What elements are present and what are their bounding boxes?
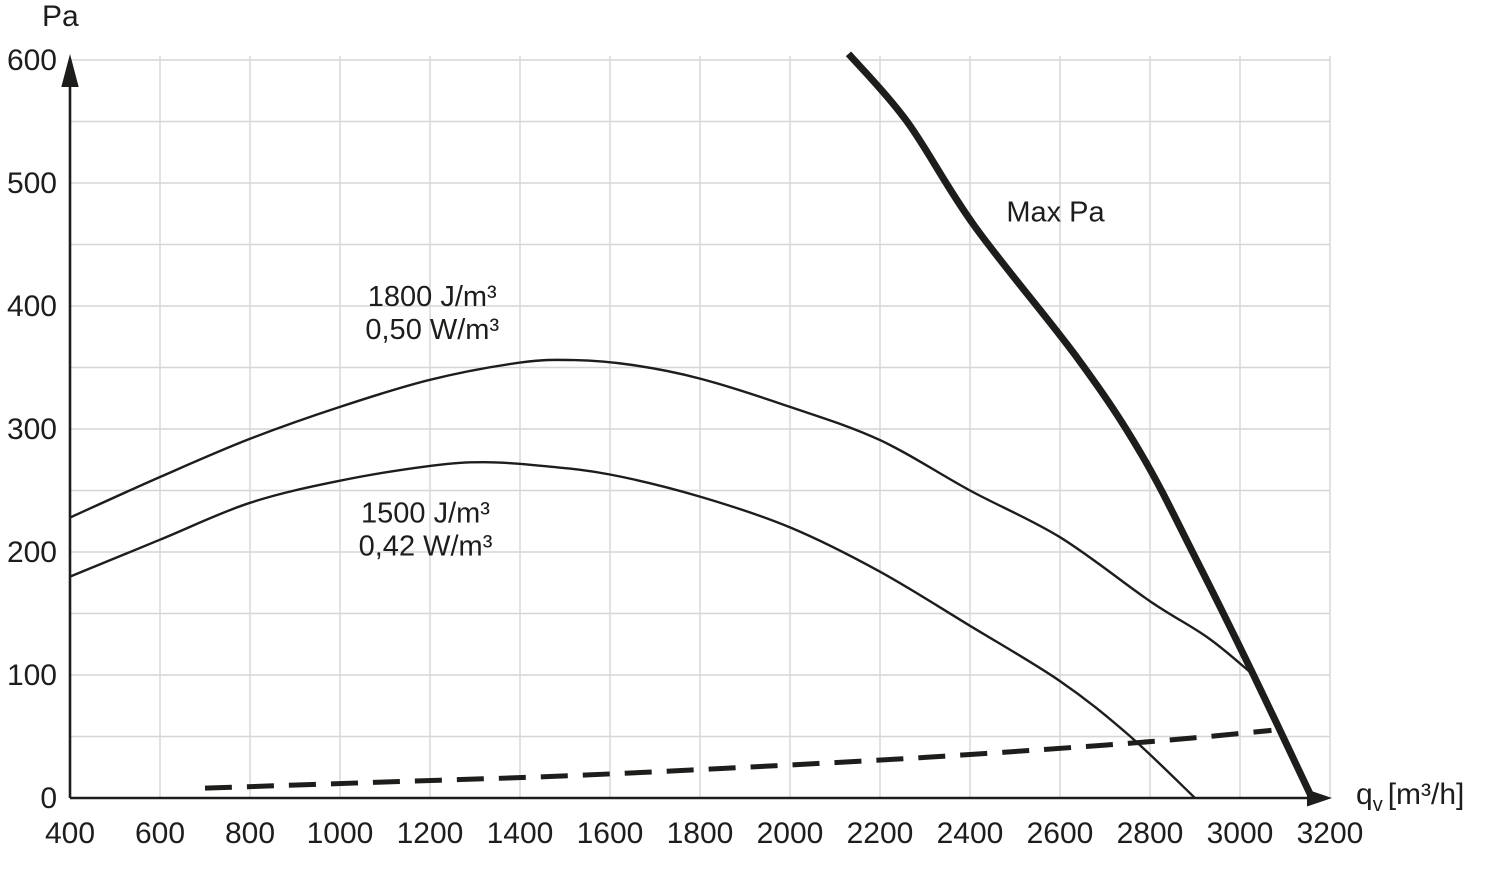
x-axis-title: qv [m³/h]: [1356, 778, 1465, 816]
y-axis-title: Pa: [42, 0, 79, 33]
y-tick-label-100: 100: [7, 659, 57, 692]
y-tick-label-400: 400: [7, 290, 57, 323]
x-axis-title-subscript: v: [1372, 794, 1383, 816]
y-tick-label-300: 300: [7, 413, 57, 446]
x-tick-label-2800: 2800: [1117, 817, 1184, 850]
label-1800-jm3: 0,50 W/m³: [365, 314, 499, 346]
x-tick-label-1400: 1400: [487, 817, 554, 850]
y-tick-label-600: 600: [7, 44, 57, 77]
x-tick-label-800: 800: [225, 817, 275, 850]
y-tick-label-500: 500: [7, 167, 57, 200]
y-tick-label-0: 0: [40, 782, 57, 815]
x-tick-label-1600: 1600: [577, 817, 644, 850]
x-tick-label-400: 400: [45, 817, 95, 850]
x-tick-label-2600: 2600: [1027, 817, 1094, 850]
x-axis-title-unit: [m³/h]: [1387, 778, 1465, 811]
max-pa-limit-curve: [845, 51, 1316, 800]
label-1800-jm3: 1800 J/m³: [368, 281, 497, 313]
x-tick-label-1800: 1800: [667, 817, 734, 850]
x-tick-label-600: 600: [135, 817, 185, 850]
fan-curve-1800-jm3-curve: [69, 358, 1255, 676]
fan-curve-1500-jm3-curve: [69, 460, 1196, 799]
x-tick-label-2400: 2400: [937, 817, 1004, 850]
x-tick-label-3000: 3000: [1207, 817, 1274, 850]
label-1500-jm3: 1500 J/m³: [361, 498, 490, 530]
x-axis-title-base: q: [1356, 778, 1373, 811]
y-tick-label-200: 200: [7, 536, 57, 569]
label-max-pa: Max Pa: [1006, 196, 1105, 228]
system-load-line-curve: [204, 727, 1272, 791]
x-tick-label-2000: 2000: [757, 817, 824, 850]
label-1500-jm3: 0,42 W/m³: [359, 531, 493, 563]
x-tick-label-1000: 1000: [307, 817, 374, 850]
y-axis-arrowhead: [61, 54, 79, 87]
x-tick-label-3200: 3200: [1297, 817, 1364, 850]
x-tick-label-1200: 1200: [397, 817, 464, 850]
x-tick-label-2200: 2200: [847, 817, 914, 850]
